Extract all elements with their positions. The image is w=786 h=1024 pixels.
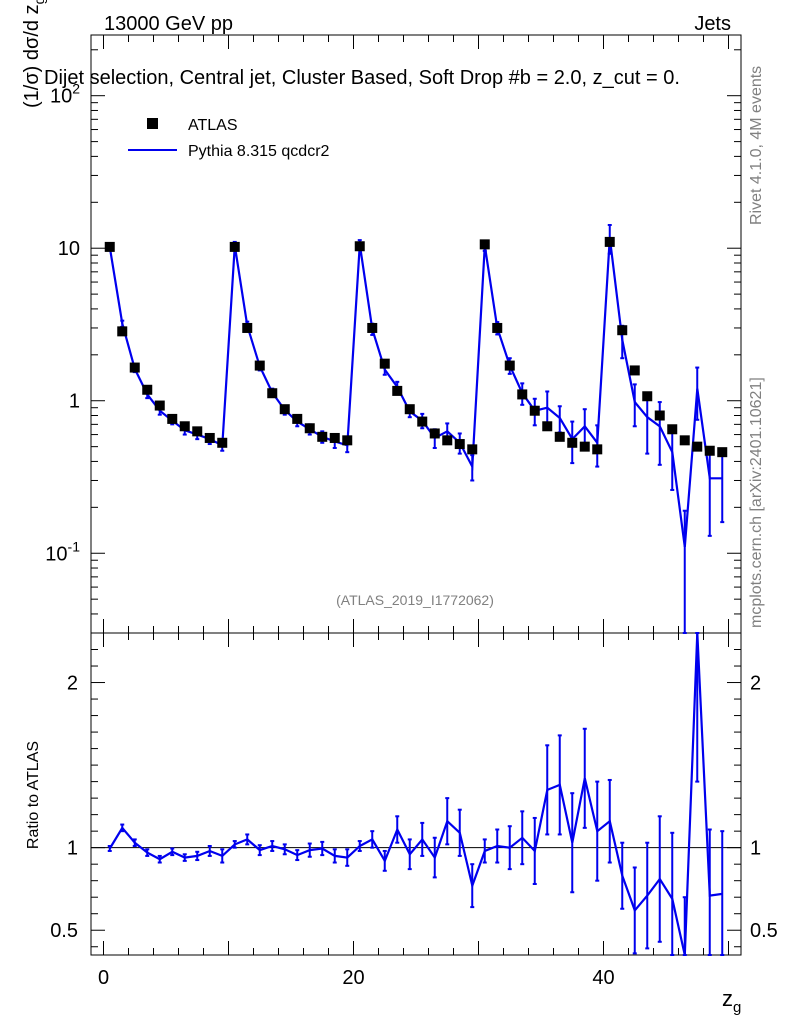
legend-mc-label: Pythia 8.315 qcdcr2 bbox=[188, 143, 330, 160]
atlas-data-point bbox=[242, 322, 253, 333]
ratio-axes: 0.5 0.51 12 20 20 40 bbox=[50, 632, 778, 989]
atlas-data-point bbox=[192, 426, 203, 437]
ratio-y-tick-label-right: 2 bbox=[750, 673, 761, 695]
atlas-data-point bbox=[217, 437, 228, 448]
ratio-y-tick-label-right: 0.5 bbox=[750, 920, 778, 942]
atlas-data-point bbox=[404, 404, 415, 415]
atlas-data-point bbox=[279, 404, 290, 415]
atlas-data-point bbox=[692, 441, 703, 452]
mcplots-label: mcplots.cern.ch [arXiv:2401.10621] bbox=[748, 377, 765, 628]
ratio-line bbox=[108, 632, 723, 956]
atlas-data-point bbox=[154, 400, 165, 411]
atlas-data-point bbox=[254, 360, 265, 371]
atlas-data-point bbox=[354, 241, 365, 252]
atlas-data-point bbox=[117, 326, 128, 337]
atlas-data-point bbox=[367, 322, 378, 333]
atlas-data-point bbox=[454, 439, 465, 450]
atlas-data-point bbox=[417, 416, 428, 427]
main-data-series bbox=[104, 236, 728, 458]
atlas-data-point bbox=[629, 365, 640, 376]
main-y-tick-label: 10 bbox=[58, 238, 80, 260]
atlas-data-point bbox=[617, 325, 628, 336]
x-axis-label: zg bbox=[722, 986, 741, 1016]
atlas-data-point bbox=[554, 431, 565, 442]
atlas-data-point bbox=[442, 435, 453, 446]
atlas-data-point bbox=[229, 241, 240, 252]
selection-title: Dijet selection, Central jet, Cluster Ba… bbox=[44, 67, 680, 89]
atlas-data-point bbox=[642, 391, 653, 402]
atlas-data-point bbox=[292, 413, 303, 424]
main-y-axis-label: (1/σ) dσ/d zg bbox=[21, 0, 47, 108]
x-tick-label: 40 bbox=[592, 967, 614, 989]
energy-label: 13000 GeV pp bbox=[104, 13, 233, 35]
ratio-y-axis-label: Ratio to ATLAS bbox=[25, 741, 42, 849]
atlas-data-point bbox=[679, 435, 690, 446]
x-tick-label: 0 bbox=[98, 967, 109, 989]
atlas-data-point bbox=[667, 424, 678, 435]
analysis-id: (ATLAS_2019_I1772062) bbox=[336, 592, 494, 608]
ratio-y-tick-label-left: 1 bbox=[67, 838, 78, 860]
mc-line bbox=[108, 237, 723, 548]
atlas-data-point bbox=[304, 423, 315, 434]
main-y-tick-label: 102 bbox=[50, 81, 80, 108]
ratio-y-tick-label-left: 2 bbox=[67, 673, 78, 695]
atlas-data-point bbox=[567, 437, 578, 448]
main-axes: 10-1 1 10 102 bbox=[45, 35, 741, 634]
legend-data-marker bbox=[147, 118, 158, 129]
atlas-data-point bbox=[579, 441, 590, 452]
atlas-data-point bbox=[342, 435, 353, 446]
atlas-data-point bbox=[704, 445, 715, 456]
atlas-data-point bbox=[167, 413, 178, 424]
atlas-data-point bbox=[104, 241, 115, 252]
atlas-data-point bbox=[379, 358, 390, 369]
atlas-data-point bbox=[517, 389, 528, 400]
category-label: Jets bbox=[694, 13, 731, 35]
legend: ATLAS Pythia 8.315 qcdcr2 bbox=[128, 117, 330, 160]
atlas-data-point bbox=[654, 410, 665, 421]
atlas-data-point bbox=[142, 384, 153, 395]
rivet-label: Rivet 4.1.0, 4M events bbox=[748, 66, 765, 225]
svg-text:zg: zg bbox=[722, 986, 741, 1016]
atlas-data-point bbox=[504, 360, 515, 371]
main-y-tick-label: 10-1 bbox=[45, 538, 80, 565]
atlas-data-point bbox=[179, 421, 190, 432]
atlas-data-point bbox=[267, 388, 278, 399]
atlas-data-point bbox=[717, 447, 728, 458]
atlas-data-point bbox=[592, 444, 603, 455]
ratio-y-tick-label-left: 0.5 bbox=[50, 920, 78, 942]
atlas-data-point bbox=[392, 385, 403, 396]
atlas-data-point bbox=[542, 421, 553, 432]
atlas-data-point bbox=[492, 322, 503, 333]
ratio-y-tick-label-right: 1 bbox=[750, 838, 761, 860]
atlas-data-point bbox=[129, 362, 140, 373]
atlas-data-point bbox=[479, 239, 490, 250]
atlas-data-point bbox=[604, 236, 615, 247]
atlas-data-point bbox=[529, 405, 540, 416]
atlas-data-point bbox=[467, 444, 478, 455]
atlas-data-point bbox=[329, 432, 340, 443]
atlas-data-point bbox=[317, 431, 328, 442]
atlas-data-point bbox=[429, 428, 440, 439]
atlas-data-point bbox=[204, 432, 215, 443]
ratio-frame bbox=[90, 632, 742, 956]
ratio-mc-series bbox=[107, 632, 725, 956]
legend-data-label: ATLAS bbox=[188, 117, 238, 134]
x-tick-label: 20 bbox=[342, 967, 364, 989]
svg-text:(1/σ) dσ/d zg: (1/σ) dσ/d zg bbox=[21, 0, 47, 108]
main-y-tick-label: 1 bbox=[69, 391, 80, 413]
